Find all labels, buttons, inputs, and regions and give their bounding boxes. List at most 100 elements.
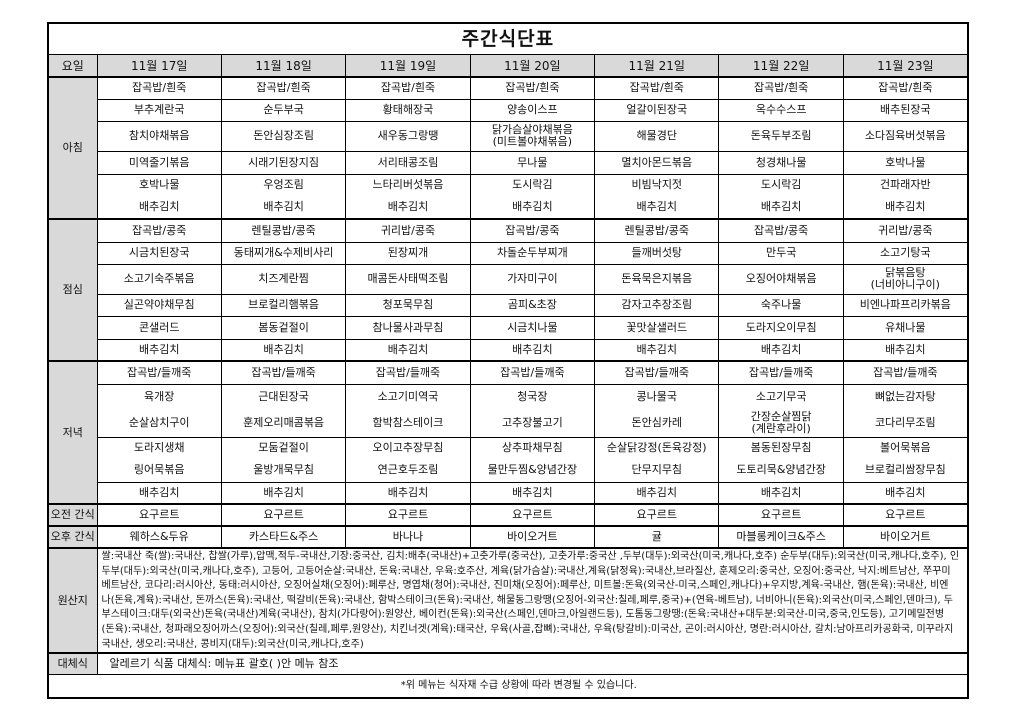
snack-item: 카스타드&주스	[220, 525, 347, 549]
menu-row: 배추김치 배추김치 배추김치 배추김치 배추김치 배추김치 배추김치	[48, 196, 969, 220]
menu-item: 잡곡밥/들깨죽	[220, 360, 347, 385]
page-title: 주간식단표	[47, 22, 969, 55]
menu-item: 오징어야채볶음	[718, 263, 844, 295]
menu-row: 배추김치 배추김치 배추김치 배추김치 배추김치 배추김치 배추김치	[48, 338, 969, 362]
menu-item: 배추김치	[594, 338, 720, 362]
origin-line: (돈육):국내산, 청파래오징어까스(오징어):외국산(칠레,페루,원양산), …	[101, 623, 954, 635]
menu-item: 잡곡밥/흰죽	[469, 76, 596, 100]
origin-text: 쌀:국내산 죽(쌀):국내산, 찹쌀(가루),압맥,적두-국내산,기장:중국산,…	[96, 546, 969, 654]
menu-item: 배추김치	[842, 338, 969, 362]
menu-item: 배추김치	[345, 481, 471, 505]
menu-item: 시금치나물	[469, 315, 596, 340]
menu-item: 소고기탕국	[842, 241, 969, 265]
menu-item: 잡곡밥/흰죽	[842, 76, 969, 100]
menu-item: 물만두찜&양념간장	[469, 459, 596, 483]
snack-item: 요구르트	[842, 503, 969, 527]
menu-item: 간장순살찜닭 (계란후라이)	[718, 410, 844, 438]
menu-item: 해물경단	[594, 120, 720, 152]
menu-item: 느타리버섯볶음	[345, 173, 471, 196]
menu-item: 배추김치	[220, 196, 347, 220]
menu-item: 배추김치	[220, 338, 347, 362]
menu-item: 잡곡밥/콩죽	[96, 218, 222, 243]
menu-item: 배추김치	[718, 481, 844, 505]
menu-row: 점심 잡곡밥/콩죽 렌틸콩밥/콩죽 귀리밥/콩죽 잡곡밥/콩죽 렌틸콩밥/콩죽 잡곡밥/콩죽…	[47, 218, 969, 362]
meal-label: 저녁	[47, 360, 98, 505]
origin-line: 두부(대두):외국산(미국,캐나다,호주), 고등어, 고등어순살:국내산, 돈…	[101, 565, 951, 577]
menu-item: 잡곡밥/흰죽	[96, 76, 222, 100]
menu-item: 된장찌개	[345, 241, 471, 265]
menu-item: 브로컬리햄볶음	[220, 293, 347, 317]
menu-item: 잡곡밥/들깨죽	[469, 360, 596, 385]
menu-item: 배추김치	[469, 338, 596, 362]
menu-item: 비엔나파프리카볶음	[842, 293, 969, 317]
menu-item: 배추김치	[96, 481, 222, 505]
menu-table: 주간식단표 요일 11월 17일 11월 18일 11월 19일 11월 20일 11월…	[47, 22, 969, 699]
menu-item: 우엉조림	[220, 173, 347, 196]
menu-row: 실곤약야채무침 브로컬리햄볶음 청포묵무침 곰피&초장 감자고추장조림 숙주나물 비엔나파프…	[48, 293, 969, 317]
menu-item: 얼갈이된장국	[594, 98, 720, 122]
menu-item: 순살삼치구이	[96, 410, 222, 438]
snack-item: 바나나	[345, 525, 471, 549]
day-header: 11월 21일	[594, 54, 720, 78]
menu-item: 감자고추장조림	[594, 293, 720, 317]
menu-item: 잡곡밥/흰죽	[220, 76, 347, 100]
menu-item: 황태해장국	[345, 98, 471, 122]
menu-item: 배추김치	[718, 196, 844, 220]
menu-item: 호박나물	[842, 150, 969, 175]
snack-label: 오후 간식	[47, 525, 98, 549]
menu-row: 호박나물 우엉조림 느타리버섯볶음 도시락김 비빔낙지젓 도시락김 건파래자반	[48, 173, 969, 196]
snack-item: 요구르트	[594, 503, 720, 527]
menu-item: 잡곡밥/들깨죽	[345, 360, 471, 385]
menu-row: 저녁 잡곡밥/들깨죽 잡곡밥/들깨죽 잡곡밥/들깨죽 잡곡밥/들깨죽 잡곡밥/들깨죽 잡곡밥…	[47, 360, 969, 505]
day-header: 11월 20일	[469, 54, 596, 78]
menu-item: 배추김치	[345, 196, 471, 220]
menu-item: 도시락김	[718, 173, 844, 196]
snack-item: 웨하스&두유	[96, 525, 222, 549]
footnote-row: *위 메뉴는 식자재 수급 상황에 따라 변경될 수 있습니다.	[47, 673, 969, 699]
menu-item: 무나물	[469, 150, 596, 175]
menu-row: 소고기숙주볶음 치즈계란찜 매콤돈사태떡조림 가자미구이 돈육묵은지볶음 오징어야채볶음 닭…	[48, 263, 969, 295]
menu-item: 시래기된장지짐	[220, 150, 347, 175]
snack-item: 바이오거트	[842, 525, 969, 549]
menu-item: 잡곡밥/들깨죽	[96, 360, 222, 385]
menu-item: 배추김치	[842, 196, 969, 220]
menu-item: 배추김치	[842, 481, 969, 505]
footnote: *위 메뉴는 식자재 수급 상황에 따라 변경될 수 있습니다.	[47, 673, 969, 699]
menu-row: 시금치된장국 동태찌개&수제비사리 된장찌개 차돌순두부찌개 들깨버섯탕 만두국 소고기탕국	[48, 241, 969, 265]
menu-item: 순두부국	[220, 98, 347, 122]
origin-line: 쌀:국내산 죽(쌀):국내산, 찹쌀(가루),압맥,적두-국내산,기장:중국산,…	[101, 551, 960, 562]
menu-item: 연근호두조림	[345, 459, 471, 483]
day-header: 11월 17일	[96, 54, 222, 78]
menu-item: 잡곡밥/흰죽	[718, 76, 844, 100]
menu-item: 귀리밥/콩죽	[345, 218, 471, 243]
menu-item: 가자미구이	[469, 263, 596, 295]
menu-item: 도라지오이무침	[718, 315, 844, 340]
menu-row: 부추계란국 순두부국 황태해장국 양송이스프 얼갈이된장국 옥수수스프 배추된장국	[48, 98, 969, 122]
weekly-menu: 주간식단표 요일 11월 17일 11월 18일 11월 19일 11월 20일 11월…	[47, 22, 969, 699]
menu-row: 아침 잡곡밥/흰죽 잡곡밥/흰죽 잡곡밥/흰죽 잡곡밥/흰죽 잡곡밥/흰죽 잡곡밥/흰죽 잡곡…	[47, 76, 969, 220]
menu-item: 유채나물	[842, 315, 969, 340]
snack-item: 요구르트	[345, 503, 471, 527]
meal-label: 점심	[47, 218, 98, 362]
menu-row: 순살삼치구이 훈제오리매콤볶음 함박참스테이크 고추장불고기 돈안심카레 간장순살찜닭 (…	[48, 410, 969, 438]
menu-row: 배추김치 배추김치 배추김치 배추김치 배추김치 배추김치 배추김치	[48, 481, 969, 505]
menu-item: 돈육묵은지볶음	[594, 263, 720, 295]
menu-item: 잡곡밥/콩죽	[718, 218, 844, 243]
menu-item: 실곤약야채무침	[96, 293, 222, 317]
menu-item: 치즈계란찜	[220, 263, 347, 295]
menu-item: 멸치아몬드볶음	[594, 150, 720, 175]
snack-pm-row: 오후 간식 웨하스&두유 카스타드&주스 바나나 바이오거트 귤 마블롱케이크&주스 바이오거…	[47, 525, 969, 549]
menu-item: 울방개묵무침	[220, 459, 347, 483]
menu-item: 함박참스테이크	[345, 410, 471, 438]
menu-item: 훈제오리매콤볶음	[220, 410, 347, 438]
menu-item: 잡곡밥/흰죽	[345, 76, 471, 100]
menu-row: 콘샐러드 봄동겉절이 참나물사과무침 시금치나물 꽃맛살샐러드 도라지오이무침 유채나물	[48, 315, 969, 340]
menu-item: 옥수수스프	[718, 98, 844, 122]
snack-item: 귤	[594, 525, 720, 549]
origin-line: 베트남산, 코다리:러시아산, 동태:러시아산, 오징어실채(오징어):페루산,…	[101, 580, 949, 592]
menu-item: 돈안심장조림	[220, 120, 347, 152]
menu-item: 봄동겉절이	[220, 315, 347, 340]
snack-item: 요구르트	[469, 503, 596, 527]
menu-item: 배추김치	[96, 338, 222, 362]
substitute-row: 대체식 알레르기 식품 대체식: 메뉴표 괄호( )안 메뉴 참조	[47, 652, 969, 675]
